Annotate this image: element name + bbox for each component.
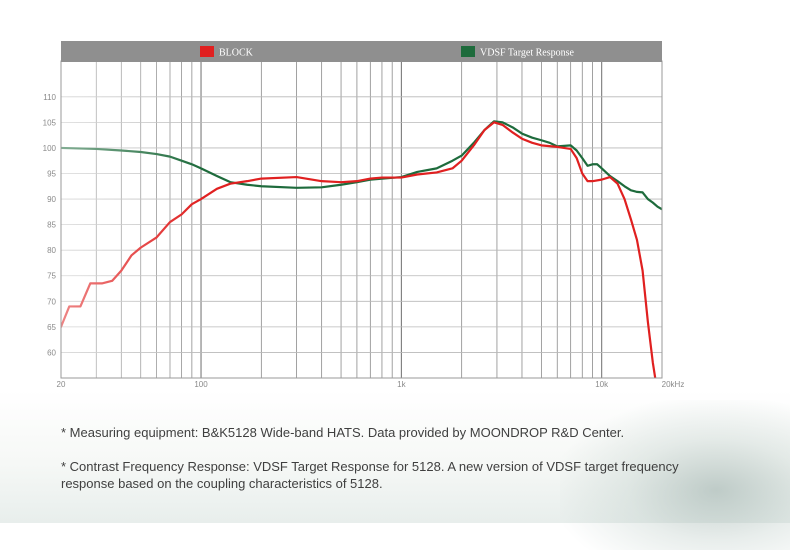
legend-swatch: [461, 46, 475, 57]
x-tick-label: 1k: [397, 380, 406, 389]
y-tick-label: 90: [47, 195, 56, 204]
legend-swatch: [200, 46, 214, 57]
y-tick-label: 85: [47, 221, 56, 230]
note-contrast-response: * Contrast Frequency Response: VDSF Targ…: [61, 459, 679, 491]
legend-label: BLOCK: [219, 48, 254, 59]
y-tick-label: 100: [43, 144, 57, 153]
y-tick-label: 60: [47, 348, 56, 357]
legend-label: VDSF Target Response: [480, 48, 574, 59]
x-tick-label: 20: [57, 380, 66, 389]
x-tick-label: 100: [194, 380, 208, 389]
frequency-response-chart: 60 65 70 75 80 85 90 95 100 105 110 20 100 1k 10k 20kH…: [43, 41, 685, 389]
y-tick-label: 75: [47, 272, 56, 281]
x-tick-label: 20kHz: [662, 380, 685, 389]
y-tick-label: 95: [47, 169, 56, 178]
y-tick-label: 80: [47, 246, 56, 255]
y-tick-label: 105: [43, 118, 57, 127]
chart-legend-bar: BLOCK VDSF Target Response: [61, 41, 662, 62]
note-measuring-equipment: * Measuring equipment: B&K5128 Wide-band…: [61, 425, 625, 440]
y-tick-label: 65: [47, 323, 56, 332]
x-axis-ticks: 20 100 1k 10k 20kHz: [57, 380, 685, 389]
y-tick-label: 70: [47, 297, 56, 306]
low-frequency-fade-overlay: [61, 61, 201, 378]
y-tick-label: 110: [43, 93, 56, 102]
y-axis-ticks: 60 65 70 75 80 85 90 95 100 105 110: [43, 93, 57, 358]
x-tick-label: 10k: [595, 380, 609, 389]
